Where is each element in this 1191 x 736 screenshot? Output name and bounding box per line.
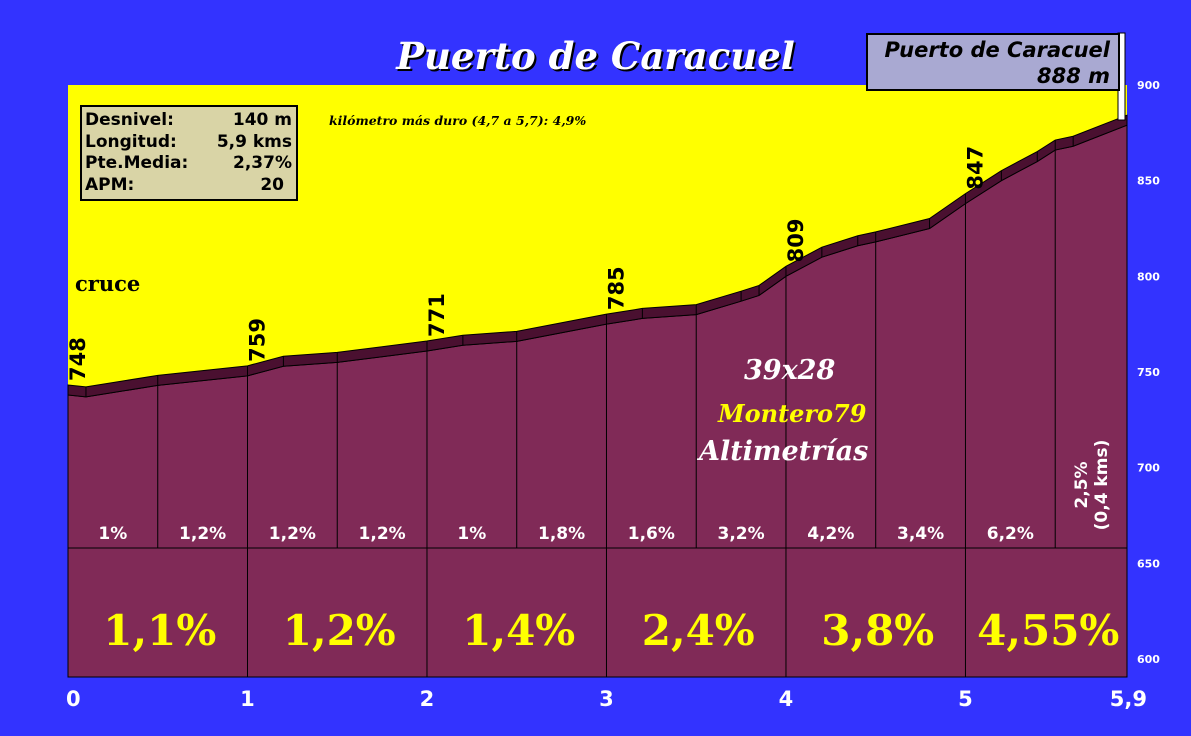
hardest-km-note: kilómetro más duro (4,7 a 5,7): 4,9% [329,113,587,128]
stats-row-pendiente: Pte.Media: 2,37% [85,153,292,175]
summit-altitude: 888 m [1036,64,1110,88]
stats-label: APM: [85,174,135,195]
stats-value: 2,37% [233,153,292,173]
summit-name: Puerto de Caracuel [884,38,1110,62]
y-tick-label: 700 [1137,462,1160,475]
altitude-marker-label: 759 [245,318,269,362]
half-km-gradient-label: 6,2% [987,524,1034,544]
half-km-gradient-label: 4,2% [807,524,854,544]
label-layer: 748 759 771 785 809 847 1% 1,2% 1,2% 1,2% 1% 1,8% 1,… [66,79,1160,711]
half-km-gradient-label: 1% [98,524,127,544]
y-tick-label: 900 [1137,79,1160,92]
y-tick-label: 650 [1137,557,1160,570]
stats-row-desnivel: Desnivel: 140 m [85,110,292,132]
stats-value: 140 m [232,110,292,130]
half-km-gradient-label: 1,6% [628,524,675,544]
altitude-marker-label: 809 [784,218,808,262]
half-km-gradient-label: 1,2% [179,524,226,544]
brand-credit: Altimetrías [699,436,869,467]
x-tick-label: 5 [958,687,973,711]
stats-label: Longitud: [85,131,177,152]
half-km-gradient-label: 1% [457,524,486,544]
altitude-marker-label: 748 [66,337,90,381]
y-tick-label: 750 [1137,366,1160,379]
km-gradient-label: 3,8% [821,606,934,655]
x-tick-label: 0 [66,687,81,711]
gearing-credit: 39x28 [744,355,836,386]
x-tick-label: 4 [779,687,794,711]
km-gradient-label: 1,4% [462,606,575,655]
half-km-gradient-label: 1,8% [538,524,585,544]
final-length-label: (0,4 kms) [1092,440,1112,531]
altitude-marker-label: 847 [963,146,987,190]
altitude-marker-label: 785 [604,266,628,310]
profile-layer [67,114,1128,549]
stats-row-longitud: Longitud: 5,9 kms [85,132,292,154]
author-credit: Montero79 [718,399,867,428]
stats-value: 20 [260,174,284,195]
y-tick-label: 800 [1137,270,1160,283]
x-tick-label: 5,9 [1110,687,1147,711]
stats-value: 5,9 kms [216,131,292,152]
km-gradient-label: 4,55% [977,606,1119,655]
km-dividers [246,548,966,677]
half-km-gradient-label: 1,2% [359,524,406,544]
stats-row-apm: APM: 20 [85,175,292,197]
km-gradient-band [67,547,1128,678]
y-tick-label: 850 [1137,175,1160,188]
half-km-gradient-label: 1,2% [269,524,316,544]
final-gradient-label: 2,5% [1072,461,1092,508]
half-km-gradient-label: 3,2% [718,524,765,544]
km-gradient-label: 1,1% [103,606,216,655]
km-gradient-label: 1,2% [283,606,396,655]
segment-dividers [157,150,1056,548]
y-tick-label: 600 [1137,653,1160,666]
x-tick-label: 3 [599,687,614,711]
stats-label: Pte.Media: [85,153,189,173]
half-km-gradient-label: 3,4% [897,524,944,544]
chart-title: Puerto de Caracuel [396,34,795,78]
altitude-marker-label: 771 [425,293,449,337]
stats-label: Desnivel: [85,110,174,130]
summit-box: Puerto de Caracuel 888 m [866,33,1120,91]
x-tick-label: 2 [420,687,435,711]
start-label: cruce [75,271,141,296]
x-tick-label: 1 [240,687,255,711]
stats-box: Desnivel: 140 m Longitud: 5,9 kms Pte.Me… [80,105,298,201]
km-gradient-label: 2,4% [642,606,755,655]
